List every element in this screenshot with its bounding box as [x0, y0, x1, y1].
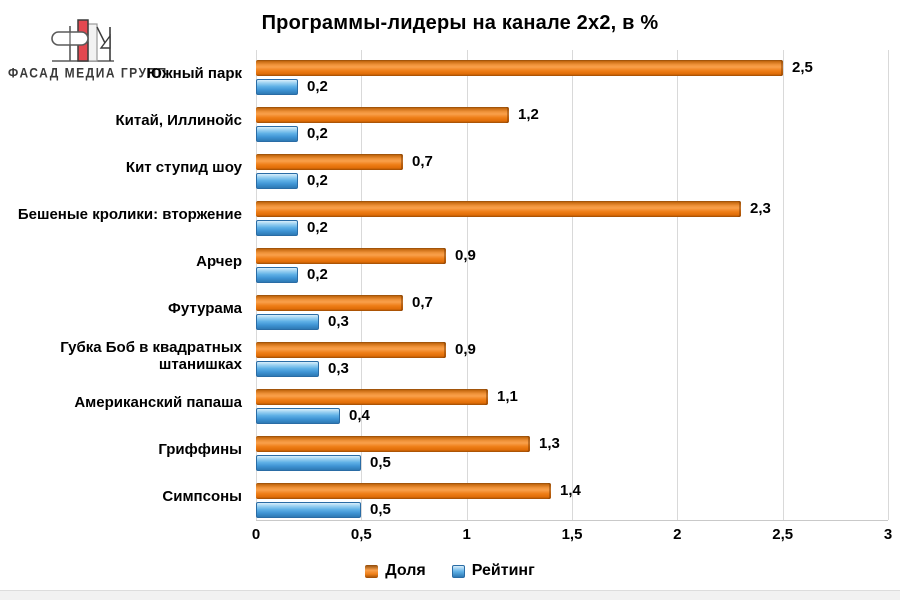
bar-share	[256, 248, 446, 264]
legend-label-share: Доля	[385, 562, 426, 579]
legend-item-rating: Рейтинг	[451, 562, 535, 580]
value-label: 0,7	[412, 294, 433, 311]
legend-swatch-rating-icon	[451, 564, 465, 578]
value-label: 2,3	[750, 200, 771, 217]
value-label: 1,2	[518, 106, 539, 123]
bar-rating	[256, 502, 361, 518]
category-label: Американский папаша	[74, 394, 242, 411]
bar-rating	[256, 173, 298, 189]
logo-text: ФАСАД МЕДИА ГРУПП	[8, 64, 168, 82]
gridline	[572, 50, 573, 520]
value-label: 0,3	[328, 313, 349, 330]
value-label: 0,2	[307, 125, 328, 142]
value-label: 0,4	[349, 407, 370, 424]
x-axis-tick: 1,5	[561, 526, 583, 543]
bar-share	[256, 342, 446, 358]
value-label: 0,2	[307, 172, 328, 189]
category-label: Китай, Иллинойс	[115, 112, 242, 129]
bar-share	[256, 107, 509, 123]
category-label: Бешеные кролики: вторжение	[17, 206, 242, 223]
bar-share	[256, 389, 488, 405]
bar-share	[256, 154, 403, 170]
value-label: 0,2	[307, 219, 328, 236]
value-label: 0,9	[455, 341, 476, 358]
gridline	[888, 50, 889, 520]
bar-share	[256, 436, 530, 452]
value-label: 0,2	[307, 78, 328, 95]
bar-rating	[256, 79, 298, 95]
category-label: Симпсоны	[162, 488, 242, 505]
value-label: 1,4	[560, 482, 581, 499]
x-axis-tick: 0	[251, 526, 261, 543]
x-axis-tick: 1	[462, 526, 471, 543]
legend-label-rating: Рейтинг	[471, 562, 535, 579]
logo-icon	[51, 19, 114, 62]
bar-rating	[256, 126, 298, 142]
legend: Доля Рейтинг	[0, 562, 900, 580]
gridline	[361, 50, 363, 520]
value-label: 0,9	[455, 247, 476, 264]
bar-rating	[256, 455, 361, 471]
legend-item-share: Доля	[365, 562, 426, 580]
value-label: 1,1	[497, 388, 518, 405]
x-axis-tick-labels: 0 0,5 1 1,5 2 2,5 3	[252, 526, 892, 548]
gridline	[466, 50, 468, 520]
plot-area: 2,5 0,2 1,2 0,2 0,7 0,2 2,3 0,2 0,9 0,2 0,7 0,3 0,9 0…	[256, 50, 889, 521]
value-label: 1,3	[539, 435, 560, 452]
category-label: Арчер	[196, 253, 242, 270]
bar-rating	[256, 267, 298, 283]
legend-swatch-share-icon	[365, 564, 379, 578]
bar-rating	[256, 361, 319, 377]
value-label: 2,5	[792, 59, 813, 76]
value-label: 0,2	[307, 266, 328, 283]
category-label: Южный парк	[146, 65, 242, 82]
category-label: Кит ступид шоу	[125, 159, 242, 176]
value-label: 0,3	[328, 360, 349, 377]
bar-share	[256, 483, 551, 499]
x-axis-tick: 0,5	[350, 526, 372, 543]
x-axis-tick: 2	[673, 526, 682, 543]
gridline	[677, 50, 679, 520]
chart-title: Программы-лидеры на канале 2х2, в %	[261, 12, 659, 34]
bar-rating	[256, 220, 298, 236]
bar-rating	[256, 314, 319, 330]
bar-rating	[256, 408, 340, 424]
bar-share	[256, 295, 403, 311]
bottom-strip	[0, 590, 900, 600]
value-label: 0,7	[412, 153, 433, 170]
value-label: 0,5	[370, 454, 391, 471]
category-label: Губка Боб в квадратных штанишках	[60, 338, 242, 373]
gridline	[256, 50, 257, 520]
x-axis-tick: 3	[883, 526, 893, 543]
gridline	[782, 50, 784, 520]
bar-share	[256, 201, 741, 217]
category-labels: Южный парк Китай, Иллинойс Кит ступид шоу Б…	[0, 50, 248, 520]
value-label: 0,5	[370, 501, 391, 518]
category-label: Футурама	[168, 300, 242, 317]
bar-share	[256, 60, 783, 76]
category-label: Гриффины	[158, 441, 242, 458]
logo: ФАСАД МЕДИА ГРУПП	[8, 16, 168, 82]
x-axis-tick: 2,5	[772, 526, 794, 543]
